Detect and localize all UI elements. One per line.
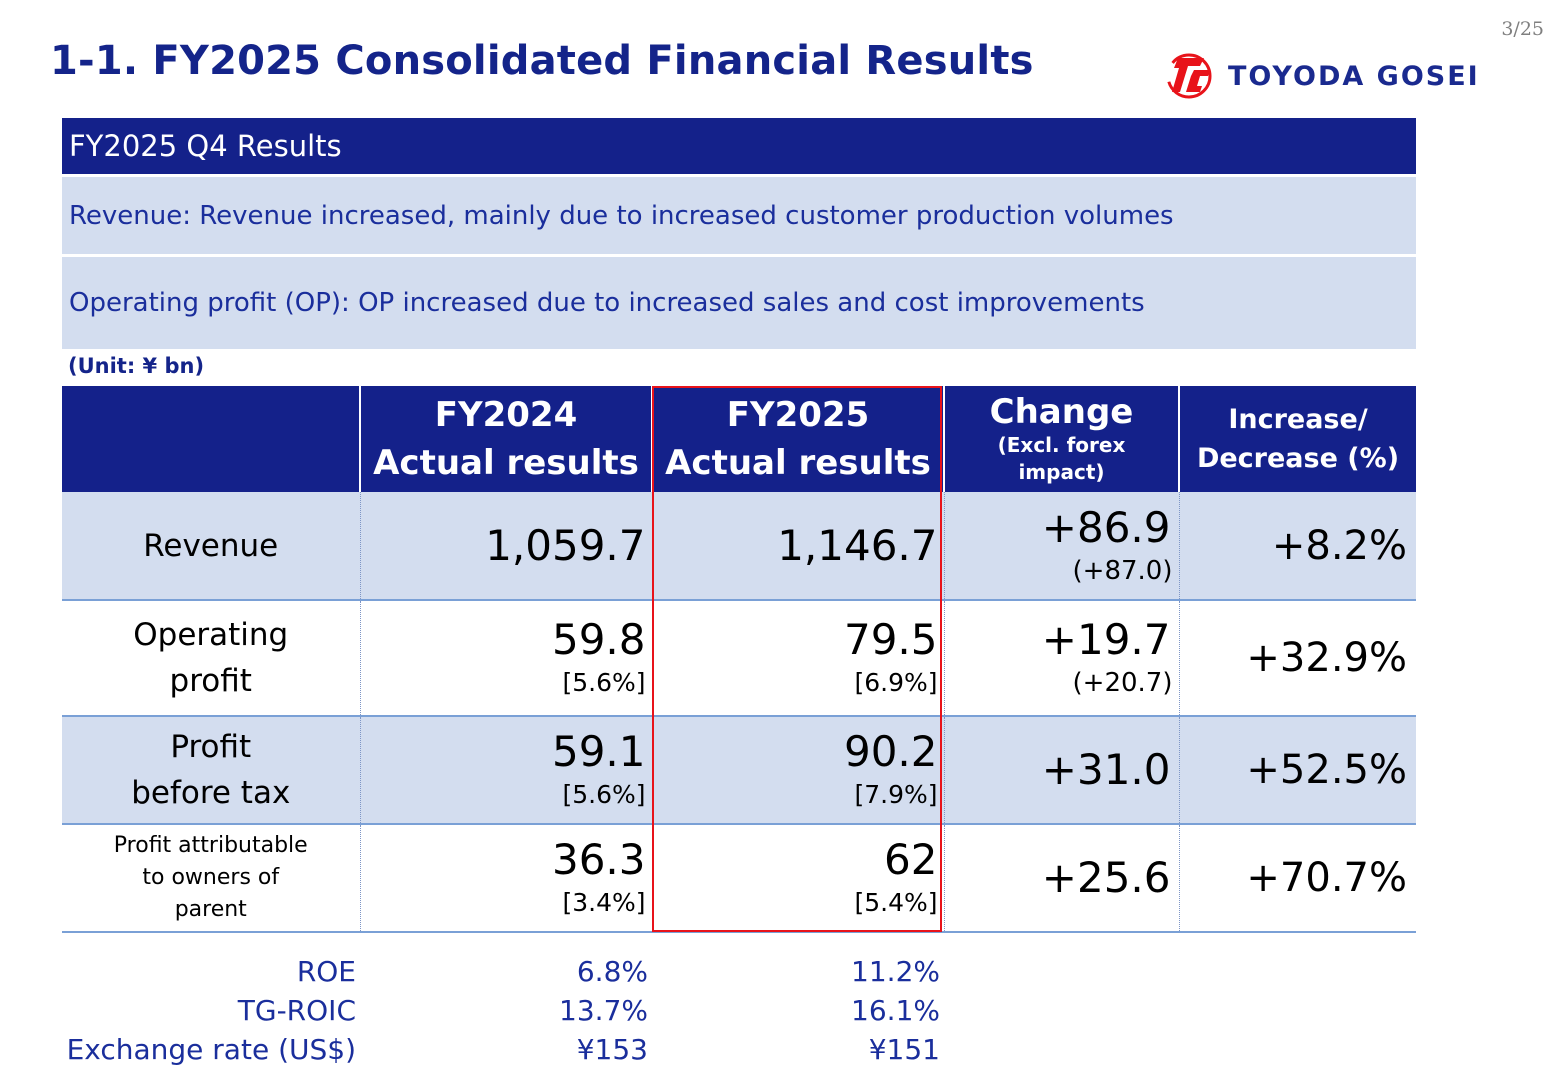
- header-change-line2: (Excl. forex: [997, 433, 1126, 457]
- fy2024-value: 59.1: [551, 727, 646, 776]
- fy2024-margin: [5.6%]: [562, 780, 646, 809]
- fy2024-value: 36.3: [551, 835, 646, 884]
- table-row: Revenue 1,059.7 1,146.7 +86.9 (+87.0) +8…: [62, 492, 1416, 601]
- fy2025-margin: [6.9%]: [854, 668, 938, 697]
- results-table: FY2024 Actual results FY2025 Actual resu…: [62, 386, 1416, 933]
- kpi-row: Exchange rate (US$) ¥153 ¥151: [62, 1030, 952, 1069]
- page-number: 3/25: [1501, 18, 1544, 40]
- change-excl-forex: (+87.0): [1072, 555, 1173, 586]
- header-change: Change (Excl. forex impact): [943, 386, 1179, 492]
- fy2024-cell: 59.8 [5.6%]: [359, 600, 652, 717]
- toyoda-gosei-logo-icon: [1166, 53, 1212, 99]
- row-label: Profit attributable to owners of parent: [62, 824, 360, 933]
- row-label-line1: Operating: [133, 617, 289, 653]
- kpi-fy2024-value: ¥153: [576, 1033, 648, 1066]
- unit-note: (Unit: ¥ bn): [68, 354, 205, 378]
- fy2025-value: 79.5: [843, 615, 938, 664]
- kpi-fy2025-value: ¥151: [868, 1033, 940, 1066]
- header-increase-line2: Decrease (%): [1196, 443, 1400, 474]
- header-fy2024-line1: FY2024: [434, 395, 578, 435]
- row-label-line2: to owners of: [142, 865, 280, 890]
- kpi-fy2025-value: 16.1%: [851, 994, 940, 1027]
- fy2025-cell: 62 [5.4%]: [651, 824, 944, 933]
- header-increase-line1: Increase/: [1228, 404, 1368, 435]
- change-cell: +31.0: [943, 716, 1179, 825]
- fy2024-value: 59.8: [551, 615, 646, 664]
- fy2025-margin: [7.9%]: [854, 780, 938, 809]
- header-fy2025-line1: FY2025: [726, 395, 870, 435]
- logo-wordmark: TOYODA GOSEI: [1228, 60, 1480, 92]
- fy2024-cell: 36.3 [3.4%]: [359, 824, 652, 933]
- pct-cell: +8.2%: [1178, 492, 1416, 601]
- change-cell: +86.9 (+87.0): [943, 492, 1179, 601]
- q4-summary-box: FY2025 Q4 Results Revenue: Revenue incre…: [62, 118, 1416, 349]
- fy2025-cell: 90.2 [7.9%]: [651, 716, 944, 825]
- fy2025-margin: [5.4%]: [854, 888, 938, 917]
- header-fy2024-line2: Actual results: [373, 443, 639, 483]
- kpi-row: TG-ROIC 13.7% 16.1%: [62, 991, 952, 1030]
- table-row: Profit attributable to owners of parent …: [62, 824, 1416, 933]
- company-logo: TOYODA GOSEI: [1164, 52, 1480, 100]
- fy2025-cell: 1,146.7: [651, 492, 944, 601]
- pct-cell: +52.5%: [1178, 716, 1416, 825]
- change-value: +19.7: [1041, 615, 1171, 664]
- header-change-line1: Change: [989, 392, 1134, 432]
- summary-revenue-note: Revenue: Revenue increased, mainly due t…: [62, 174, 1416, 254]
- row-label-line1: Revenue: [143, 527, 279, 564]
- header-empty: [62, 386, 360, 492]
- pct-cell: +32.9%: [1178, 600, 1416, 717]
- header-fy2025: FY2025 Actual results: [651, 386, 944, 492]
- row-label-line1: Profit: [170, 729, 252, 765]
- kpi-fy2024-value: 6.8%: [576, 955, 648, 988]
- kpi-fy2024-value: 13.7%: [559, 994, 648, 1027]
- kpi-row: ROE 6.8% 11.2%: [62, 952, 952, 991]
- fy2025-value: 1,146.7: [777, 520, 938, 570]
- change-excl-forex: (+20.7): [1072, 668, 1173, 698]
- row-label: Revenue: [62, 492, 360, 601]
- fy2024-margin: [5.6%]: [562, 668, 646, 697]
- kpi-label: ROE: [296, 955, 356, 988]
- change-cell: +19.7 (+20.7): [943, 600, 1179, 717]
- kpi-label: Exchange rate (US$): [66, 1033, 356, 1066]
- change-value: +86.9: [1041, 502, 1171, 552]
- fy2024-value: 1,059.7: [485, 520, 646, 570]
- summary-header: FY2025 Q4 Results: [62, 118, 1416, 174]
- header-fy2024: FY2024 Actual results: [359, 386, 652, 492]
- kpi-fy2025-value: 11.2%: [851, 955, 940, 988]
- summary-op-note: Operating profit (OP): OP increased due …: [62, 254, 1416, 349]
- change-value: +31.0: [1041, 745, 1171, 794]
- row-label-line1: Profit attributable: [113, 833, 308, 858]
- row-label-line2: before tax: [131, 775, 291, 811]
- kpi-list: ROE 6.8% 11.2% TG-ROIC 13.7% 16.1% Excha…: [62, 952, 952, 1069]
- header-fy2025-line2: Actual results: [665, 443, 931, 483]
- row-label: Operating profit: [62, 600, 360, 717]
- table-row: Operating profit 59.8 [5.6%] 79.5 [6.9%]…: [62, 600, 1416, 717]
- change-value: +25.6: [1041, 853, 1171, 902]
- row-label-line2: profit: [169, 663, 252, 699]
- header-increase: Increase/ Decrease (%): [1178, 386, 1416, 492]
- change-cell: +25.6: [943, 824, 1179, 933]
- table-row: Profit before tax 59.1 [5.6%] 90.2 [7.9%…: [62, 716, 1416, 825]
- fy2025-cell: 79.5 [6.9%]: [651, 600, 944, 717]
- page-title: 1-1. FY2025 Consolidated Financial Resul…: [50, 38, 1034, 84]
- fy2025-value: 62: [884, 835, 938, 884]
- table-header-row: FY2024 Actual results FY2025 Actual resu…: [62, 386, 1416, 492]
- kpi-label: TG-ROIC: [237, 994, 356, 1027]
- fy2024-margin: [3.4%]: [562, 888, 646, 917]
- row-label-line3: parent: [174, 897, 247, 922]
- header-change-line3: impact): [1018, 460, 1105, 484]
- fy2024-cell: 1,059.7: [359, 492, 652, 601]
- fy2024-cell: 59.1 [5.6%]: [359, 716, 652, 825]
- pct-cell: +70.7%: [1178, 824, 1416, 933]
- row-label: Profit before tax: [62, 716, 360, 825]
- fy2025-value: 90.2: [843, 727, 938, 776]
